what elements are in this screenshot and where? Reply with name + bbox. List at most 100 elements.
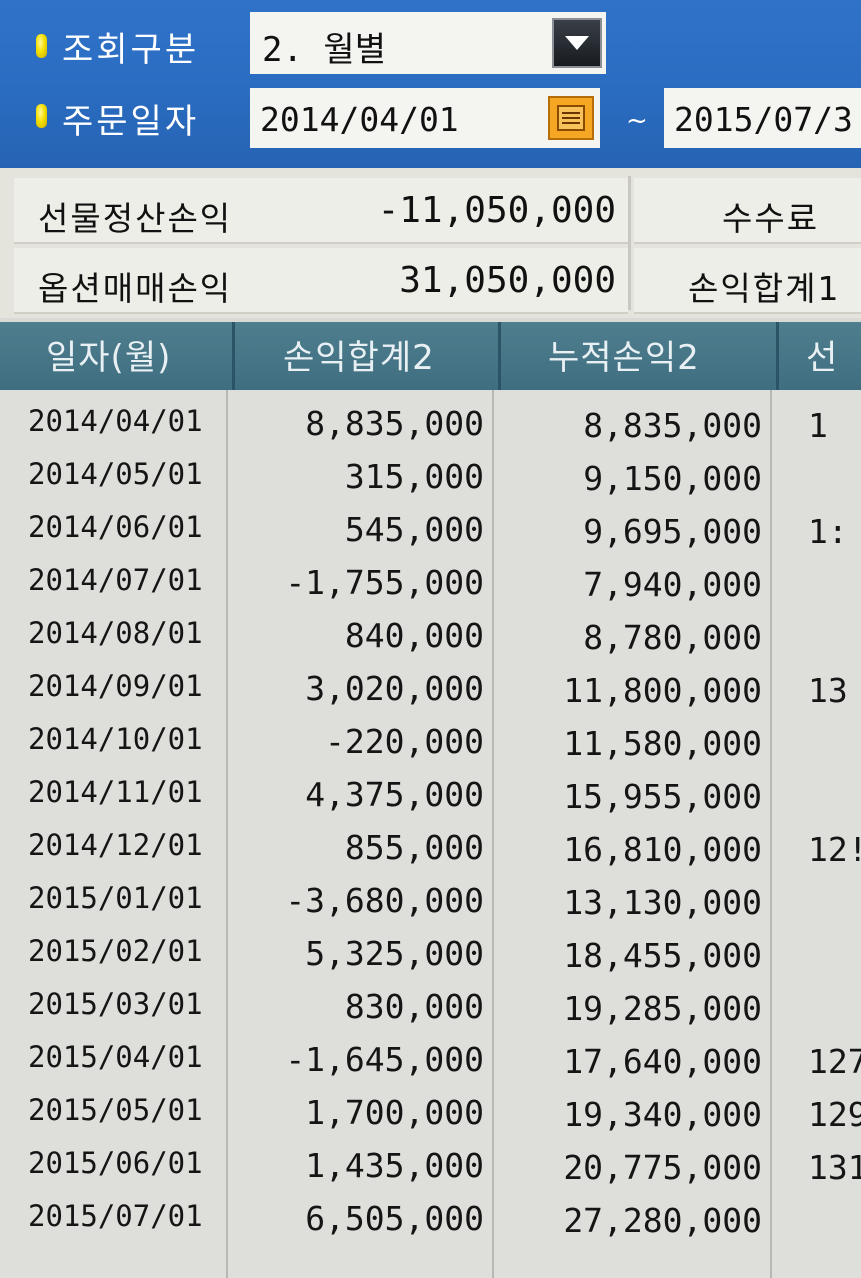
pl-cell: 3,020,000 — [305, 669, 484, 708]
table-row[interactable]: 2014/08/01 840,000 8,780,000 — [0, 610, 861, 663]
pl-cell: 855,000 — [344, 828, 484, 867]
query-type-value: 2. 월별 — [262, 30, 386, 70]
filter-panel: 조회구분 2. 월별 주문일자 2014/04/01 ~ 2015/07/3 — [0, 0, 861, 168]
pl-cell: 6,505,000 — [305, 1199, 484, 1238]
bullet-icon — [36, 34, 47, 58]
cumulative-cell: 20,775,000 — [563, 1148, 762, 1187]
pl-cell: 1,700,000 — [305, 1093, 484, 1132]
cumulative-cell: 7,940,000 — [583, 565, 762, 604]
date-from-field[interactable]: 2014/04/01 — [250, 88, 600, 148]
date-cell: 2015/05/01 — [28, 1093, 203, 1127]
table-row[interactable]: 2014/07/01 -1,755,000 7,940,000 — [0, 557, 861, 610]
table-row[interactable]: 2014/09/01 3,020,000 11,800,000 13 — [0, 663, 861, 716]
options-summary-row: 옵션매매손익 31,050,000 — [14, 248, 628, 314]
date-cell: 2015/01/01 — [28, 881, 203, 915]
column-header-pl[interactable]: 손익합계2 — [283, 338, 435, 378]
column-divider[interactable] — [776, 322, 779, 390]
column-divider[interactable] — [498, 322, 501, 390]
date-cell: 2015/04/01 — [28, 1040, 203, 1074]
date-cell: 2015/06/01 — [28, 1146, 203, 1180]
table-row[interactable]: 2015/04/01 -1,645,000 17,640,000 127 — [0, 1034, 861, 1087]
options-pl-value: 31,050,000 — [399, 260, 616, 301]
date-cell: 2014/04/01 — [28, 404, 203, 438]
pl-cell: 4,375,000 — [305, 775, 484, 814]
futures-cell: 1 — [808, 406, 828, 445]
pl-cell: 1,435,000 — [305, 1146, 484, 1185]
pl-cell: 5,325,000 — [305, 934, 484, 973]
total-summary-cell: 손익합계1 — [634, 248, 861, 314]
cumulative-cell: 11,580,000 — [563, 724, 762, 763]
table-row[interactable]: 2015/06/01 1,435,000 20,775,000 131. — [0, 1140, 861, 1193]
calendar-icon[interactable] — [548, 96, 594, 140]
table-row[interactable]: 2015/01/01 -3,680,000 13,130,000 — [0, 875, 861, 928]
cumulative-cell: 17,640,000 — [563, 1042, 762, 1081]
table-row[interactable]: 2015/07/01 6,505,000 27,280,000 — [0, 1193, 861, 1246]
cumulative-cell: 9,695,000 — [583, 512, 762, 551]
pl-cell: 830,000 — [344, 987, 484, 1026]
table-row[interactable]: 2015/03/01 830,000 19,285,000 — [0, 981, 861, 1034]
date-cell: 2015/03/01 — [28, 987, 203, 1021]
futures-cell: 129 — [808, 1095, 861, 1134]
pl-cell: -1,645,000 — [285, 1040, 484, 1079]
cumulative-cell: 16,810,000 — [563, 830, 762, 869]
pl-cell: 315,000 — [344, 457, 484, 496]
table-header: 일자(월) 손익합계2 누적손익2 선물 — [0, 322, 861, 427]
options-pl-label: 옵션매매손익 — [38, 269, 233, 308]
table-row[interactable]: 2015/02/01 5,325,000 18,455,000 — [0, 928, 861, 981]
cumulative-cell: 18,455,000 — [563, 936, 762, 975]
table-row[interactable]: 2014/11/01 4,375,000 15,955,000 — [0, 769, 861, 822]
date-cell: 2014/12/01 — [28, 828, 203, 862]
date-cell: 2014/11/01 — [28, 775, 203, 809]
column-header-cumulative[interactable]: 누적손익2 — [548, 338, 700, 378]
cumulative-cell: 11,800,000 — [563, 671, 762, 710]
cumulative-cell: 15,955,000 — [563, 777, 762, 816]
query-type-select[interactable]: 2. 월별 — [250, 12, 606, 74]
futures-pl-label: 선물정산손익 — [38, 199, 233, 238]
column-gridline — [492, 390, 494, 1278]
table-row[interactable]: 2014/10/01 -220,000 11,580,000 — [0, 716, 861, 769]
futures-cell: 12! — [808, 830, 861, 869]
futures-cell: 131. — [808, 1148, 861, 1187]
date-from-value: 2014/04/01 — [260, 100, 459, 139]
date-to-field[interactable]: 2015/07/3 — [664, 88, 861, 148]
table-body: 2014/04/01 8,835,000 8,835,000 1 2014/05/01 3… — [0, 390, 861, 1278]
cumulative-cell: 19,285,000 — [563, 989, 762, 1028]
date-cell: 2014/09/01 — [28, 669, 203, 703]
table-row[interactable]: 2014/05/01 315,000 9,150,000 — [0, 451, 861, 504]
column-divider[interactable] — [232, 322, 235, 390]
query-type-row: 조회구분 2. 월별 — [0, 8, 861, 78]
table-row[interactable]: 2014/06/01 545,000 9,695,000 1: — [0, 504, 861, 557]
date-cell: 2015/02/01 — [28, 934, 203, 968]
fee-label: 수수료 — [722, 199, 820, 238]
date-cell: 2014/06/01 — [28, 510, 203, 544]
date-cell: 2014/08/01 — [28, 616, 203, 650]
futures-cell: 1: — [808, 512, 848, 551]
column-gridline — [770, 390, 772, 1278]
date-to-value: 2015/07/3 — [674, 100, 853, 139]
pl-cell: 840,000 — [344, 616, 484, 655]
summary-divider — [628, 176, 631, 310]
cumulative-cell: 8,835,000 — [583, 406, 762, 445]
order-date-row: 주문일자 2014/04/01 ~ 2015/07/3 — [0, 88, 861, 158]
bullet-icon — [36, 104, 47, 128]
futures-cell: 127 — [808, 1042, 861, 1081]
column-header-date[interactable]: 일자(월) — [46, 338, 172, 378]
cumulative-cell: 27,280,000 — [563, 1201, 762, 1240]
futures-pl-value: -11,050,000 — [377, 190, 616, 231]
table-row[interactable]: 2014/04/01 8,835,000 8,835,000 1 — [0, 398, 861, 451]
cumulative-cell: 19,340,000 — [563, 1095, 762, 1134]
order-date-label: 주문일자 — [62, 102, 200, 142]
pl-cell: -3,680,000 — [285, 881, 484, 920]
futures-cell: 13 — [808, 671, 848, 710]
table-row[interactable]: 2014/12/01 855,000 16,810,000 12! — [0, 822, 861, 875]
cumulative-cell: 13,130,000 — [563, 883, 762, 922]
date-cell: 2014/05/01 — [28, 457, 203, 491]
pl-cell: 545,000 — [344, 510, 484, 549]
date-cell: 2014/07/01 — [28, 563, 203, 597]
column-gridline — [226, 390, 228, 1278]
cumulative-cell: 9,150,000 — [583, 459, 762, 498]
summary-panel: 선물정산손익 -11,050,000 옵션매매손익 31,050,000 수수료… — [0, 168, 861, 318]
chevron-down-icon[interactable] — [552, 18, 602, 68]
total-pl-label: 손익합계1 — [688, 269, 841, 308]
table-row[interactable]: 2015/05/01 1,700,000 19,340,000 129 — [0, 1087, 861, 1140]
